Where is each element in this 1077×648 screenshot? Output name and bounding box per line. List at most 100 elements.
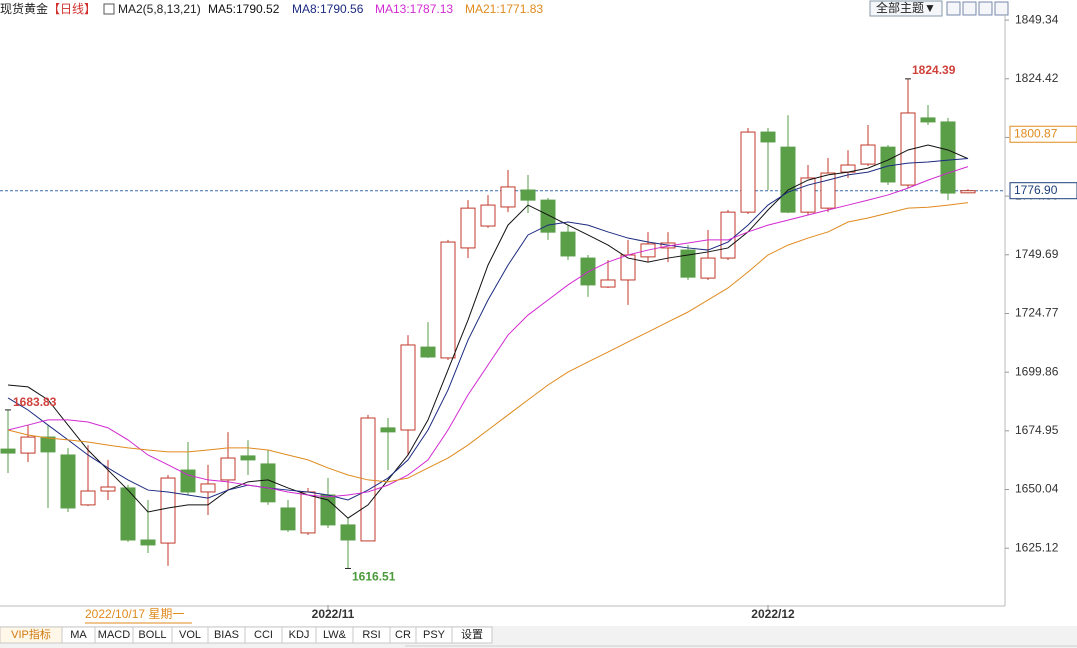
ma-line [7,158,969,501]
candle [480,195,496,228]
x-tick-label: 2022/11 [312,607,355,621]
price-box-label: 1800.87 [1014,126,1058,140]
candle [340,517,356,569]
candle-body [500,186,516,208]
indicator-icon[interactable] [103,3,115,15]
legend-entry: MA13:1787.13 [375,2,453,16]
candle [900,78,916,189]
tool-button[interactable] [994,1,1009,16]
candle-body [160,477,176,544]
tab-label: LW& [323,629,347,641]
toolbar [946,1,1009,16]
candle [360,414,376,542]
candle [740,128,756,215]
candle-body [420,346,436,358]
tab-label: 设置 [461,628,483,641]
candle [60,447,76,512]
candle-body [20,436,36,454]
candle [460,200,476,259]
tab-label: MA [70,629,87,641]
candle [0,409,16,474]
y-tick-label: 1699.86 [1015,364,1059,378]
price-box [1009,182,1077,200]
candle-body [960,190,976,194]
price-box [1009,125,1077,143]
candle [500,169,516,213]
candle-body [760,131,776,143]
candle-body [260,463,276,503]
period: 【日线】 [48,2,96,16]
candle-body [680,249,696,278]
candle [440,239,456,361]
candle [200,464,216,516]
candle-body [720,211,736,259]
candle-body [440,241,456,359]
candle [140,499,156,553]
tab-label: RSI [362,629,380,641]
candle [940,117,956,201]
candle-body [220,457,236,481]
candle [380,417,396,471]
candle [160,474,176,566]
candle-body [460,207,476,249]
candle [520,174,536,214]
y-tick-label: 1650.04 [1015,482,1059,496]
candle-body [180,469,196,493]
candle [600,259,616,288]
candle-body [940,121,956,194]
candle-body [80,490,96,506]
theme-button-label: 全部主题▼ [876,0,936,15]
tab[interactable] [451,626,493,644]
candle-body [140,539,156,546]
tab-label: VIP指标 [11,627,51,641]
candle [560,225,576,260]
candle [920,104,936,125]
tab-label: KDJ [289,629,310,641]
candle [100,459,116,500]
candle [820,157,836,213]
candle [680,245,696,280]
candle [220,432,236,491]
candle-body [340,524,356,541]
candle [20,425,36,463]
candle-body [100,486,116,492]
tab-label: PSY [423,629,446,641]
y-tick-label: 1849.34 [1015,12,1059,26]
candle [240,440,256,475]
candle [420,322,436,358]
tab-label: CR [395,629,411,641]
candle-body [880,146,896,183]
candle [960,189,976,194]
candle-body [600,279,616,288]
candle-body [200,483,216,493]
candle-body [280,507,296,531]
y-tick-label: 1749.69 [1015,247,1059,261]
candle-body [740,131,756,213]
tab-label: VOL [179,629,201,641]
theme-button[interactable] [869,0,943,17]
tool-button[interactable] [962,1,977,16]
y-tick-label: 1824.42 [1015,71,1059,85]
tool-button[interactable] [978,1,993,16]
cursor-date: 2022/10/17 星期一 [85,607,184,621]
candle [780,115,796,214]
tab-label: MACD [98,629,130,641]
candle-body [820,172,836,209]
instrument-title: 现货黄金 [0,1,48,16]
price-box-label: 1776.90 [1014,183,1058,197]
candle-body [300,491,316,534]
ma-line [7,166,969,498]
candle-body [700,257,716,279]
x-tick-label: 2022/12 [751,607,795,621]
candle-body [560,231,576,257]
candle-body [900,112,916,186]
candle-body [380,427,396,433]
legend-entry: MA21:1771.83 [465,2,543,16]
y-tick-label: 1674.95 [1015,423,1059,437]
candle [280,499,296,532]
tab-label: CCI [254,629,273,641]
candle [860,124,876,166]
candle [80,445,96,507]
tool-button[interactable] [946,1,961,16]
